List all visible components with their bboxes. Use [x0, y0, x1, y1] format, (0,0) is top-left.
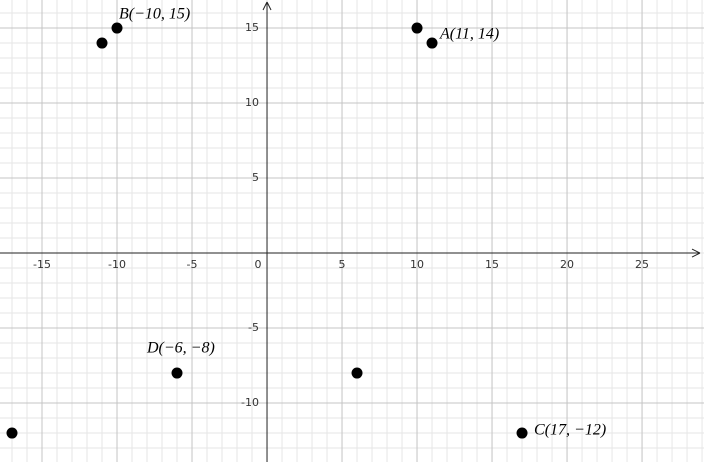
point — [6, 427, 18, 439]
x-tick-label: 20 — [560, 258, 574, 271]
point-label: D(−6, −8) — [146, 340, 215, 357]
x-tick-label: -15 — [33, 258, 51, 271]
y-axis-arrow — [262, 1, 272, 11]
y-tick-label: 10 — [245, 96, 259, 109]
point-label: A(11, 14) — [439, 26, 499, 43]
x-tick-label: -10 — [108, 258, 126, 271]
x-tick-label: 5 — [339, 258, 346, 271]
x-tick-label: 10 — [410, 258, 424, 271]
point-label: C(17, −12) — [534, 422, 606, 439]
point — [426, 37, 438, 49]
point — [111, 22, 123, 34]
y-tick-label: 5 — [252, 171, 259, 184]
point-label: B(−10, 15) — [119, 6, 190, 23]
x-tick-label: -5 — [187, 258, 198, 271]
point — [516, 427, 528, 439]
x-axis-arrow — [691, 248, 701, 258]
point — [171, 367, 183, 379]
x-tick-label: 15 — [485, 258, 499, 271]
point — [351, 367, 363, 379]
point — [411, 22, 423, 34]
point — [96, 37, 108, 49]
y-tick-label: -5 — [248, 321, 259, 334]
y-tick-label: 15 — [245, 21, 259, 34]
x-tick-label: 0 — [255, 258, 262, 271]
x-tick-label: 25 — [635, 258, 649, 271]
y-tick-label: -10 — [241, 396, 259, 409]
